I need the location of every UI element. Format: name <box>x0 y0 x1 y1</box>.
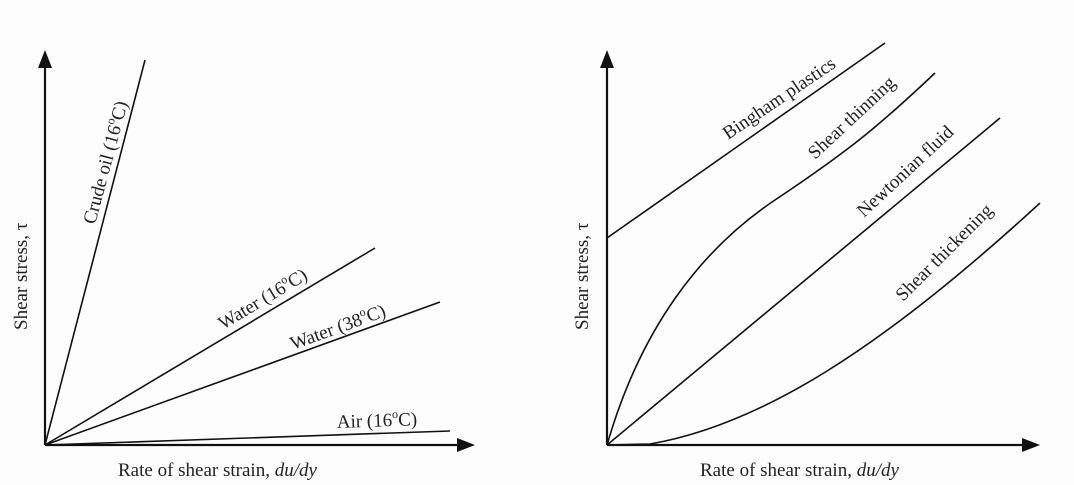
newtonian-fluid-line <box>606 117 1001 446</box>
crude-oil-line <box>44 59 146 446</box>
shear-thickening-label: Shear thickening <box>892 200 998 306</box>
right-y-axis-arrowhead <box>600 50 614 68</box>
right-x-axis-title: Rate of shear strain, du/dy <box>700 460 899 481</box>
air-16c-line <box>44 430 451 446</box>
right-x-axis-arrowhead <box>1022 438 1040 452</box>
bingham-plastics-label: Bingham plastics <box>719 53 840 144</box>
left-x-axis-title: Rate of shear strain, du/dy <box>118 460 317 481</box>
water-38c-line <box>44 301 441 446</box>
water-16c-line <box>44 247 376 446</box>
air-16c-label: Air (16oC) <box>336 406 417 433</box>
right-y-axis-title: Shear stress, τ <box>572 222 593 330</box>
water-16c-label: Water (16oC) <box>213 262 311 334</box>
newtonian-fluid-label: Newtonian fluid <box>853 121 958 221</box>
right-diagram: Bingham plastics Shear thinning Newtonia… <box>572 42 1041 481</box>
crude-oil-label: Crude oil (16oC) <box>77 98 133 226</box>
shear-thinning-curve <box>606 72 936 446</box>
left-y-axis-title: Shear stress, τ <box>11 222 32 330</box>
left-y-axis-arrowhead <box>38 50 52 68</box>
left-x-axis-arrowhead <box>457 438 475 452</box>
shear-thickening-curve <box>606 202 1041 446</box>
left-diagram: Crude oil (16oC) Water (16oC) Water (38o… <box>11 50 475 481</box>
bingham-plastics-line <box>606 42 886 239</box>
